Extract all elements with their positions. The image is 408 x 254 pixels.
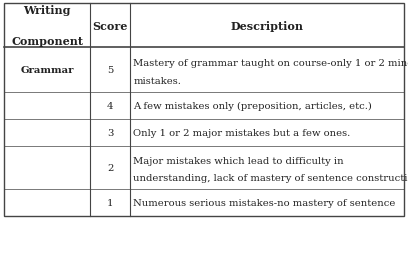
Text: Major mistakes which lead to difficulty in: Major mistakes which lead to difficulty … [133,156,344,165]
Text: 2: 2 [107,163,113,172]
Text: Grammar: Grammar [20,66,74,75]
Text: Only 1 or 2 major mistakes but a few ones.: Only 1 or 2 major mistakes but a few one… [133,128,350,137]
Text: Description: Description [231,21,304,31]
Bar [4,4,404,216]
Text: mistakes.: mistakes. [133,77,181,86]
Text: Mastery of grammar taught on course-only 1 or 2 minor: Mastery of grammar taught on course-only… [133,59,408,68]
Text: 4: 4 [107,102,113,110]
Text: 1: 1 [107,198,113,207]
Text: Score: Score [92,21,128,31]
Text: A few mistakes only (preposition, articles, etc.): A few mistakes only (preposition, articl… [133,102,372,110]
Text: Writing

Component: Writing Component [11,5,83,47]
Text: Numerous serious mistakes-no mastery of sentence: Numerous serious mistakes-no mastery of … [133,198,396,207]
Text: 5: 5 [107,66,113,75]
Text: understanding, lack of mastery of sentence construction.: understanding, lack of mastery of senten… [133,173,408,182]
Text: 3: 3 [107,128,113,137]
